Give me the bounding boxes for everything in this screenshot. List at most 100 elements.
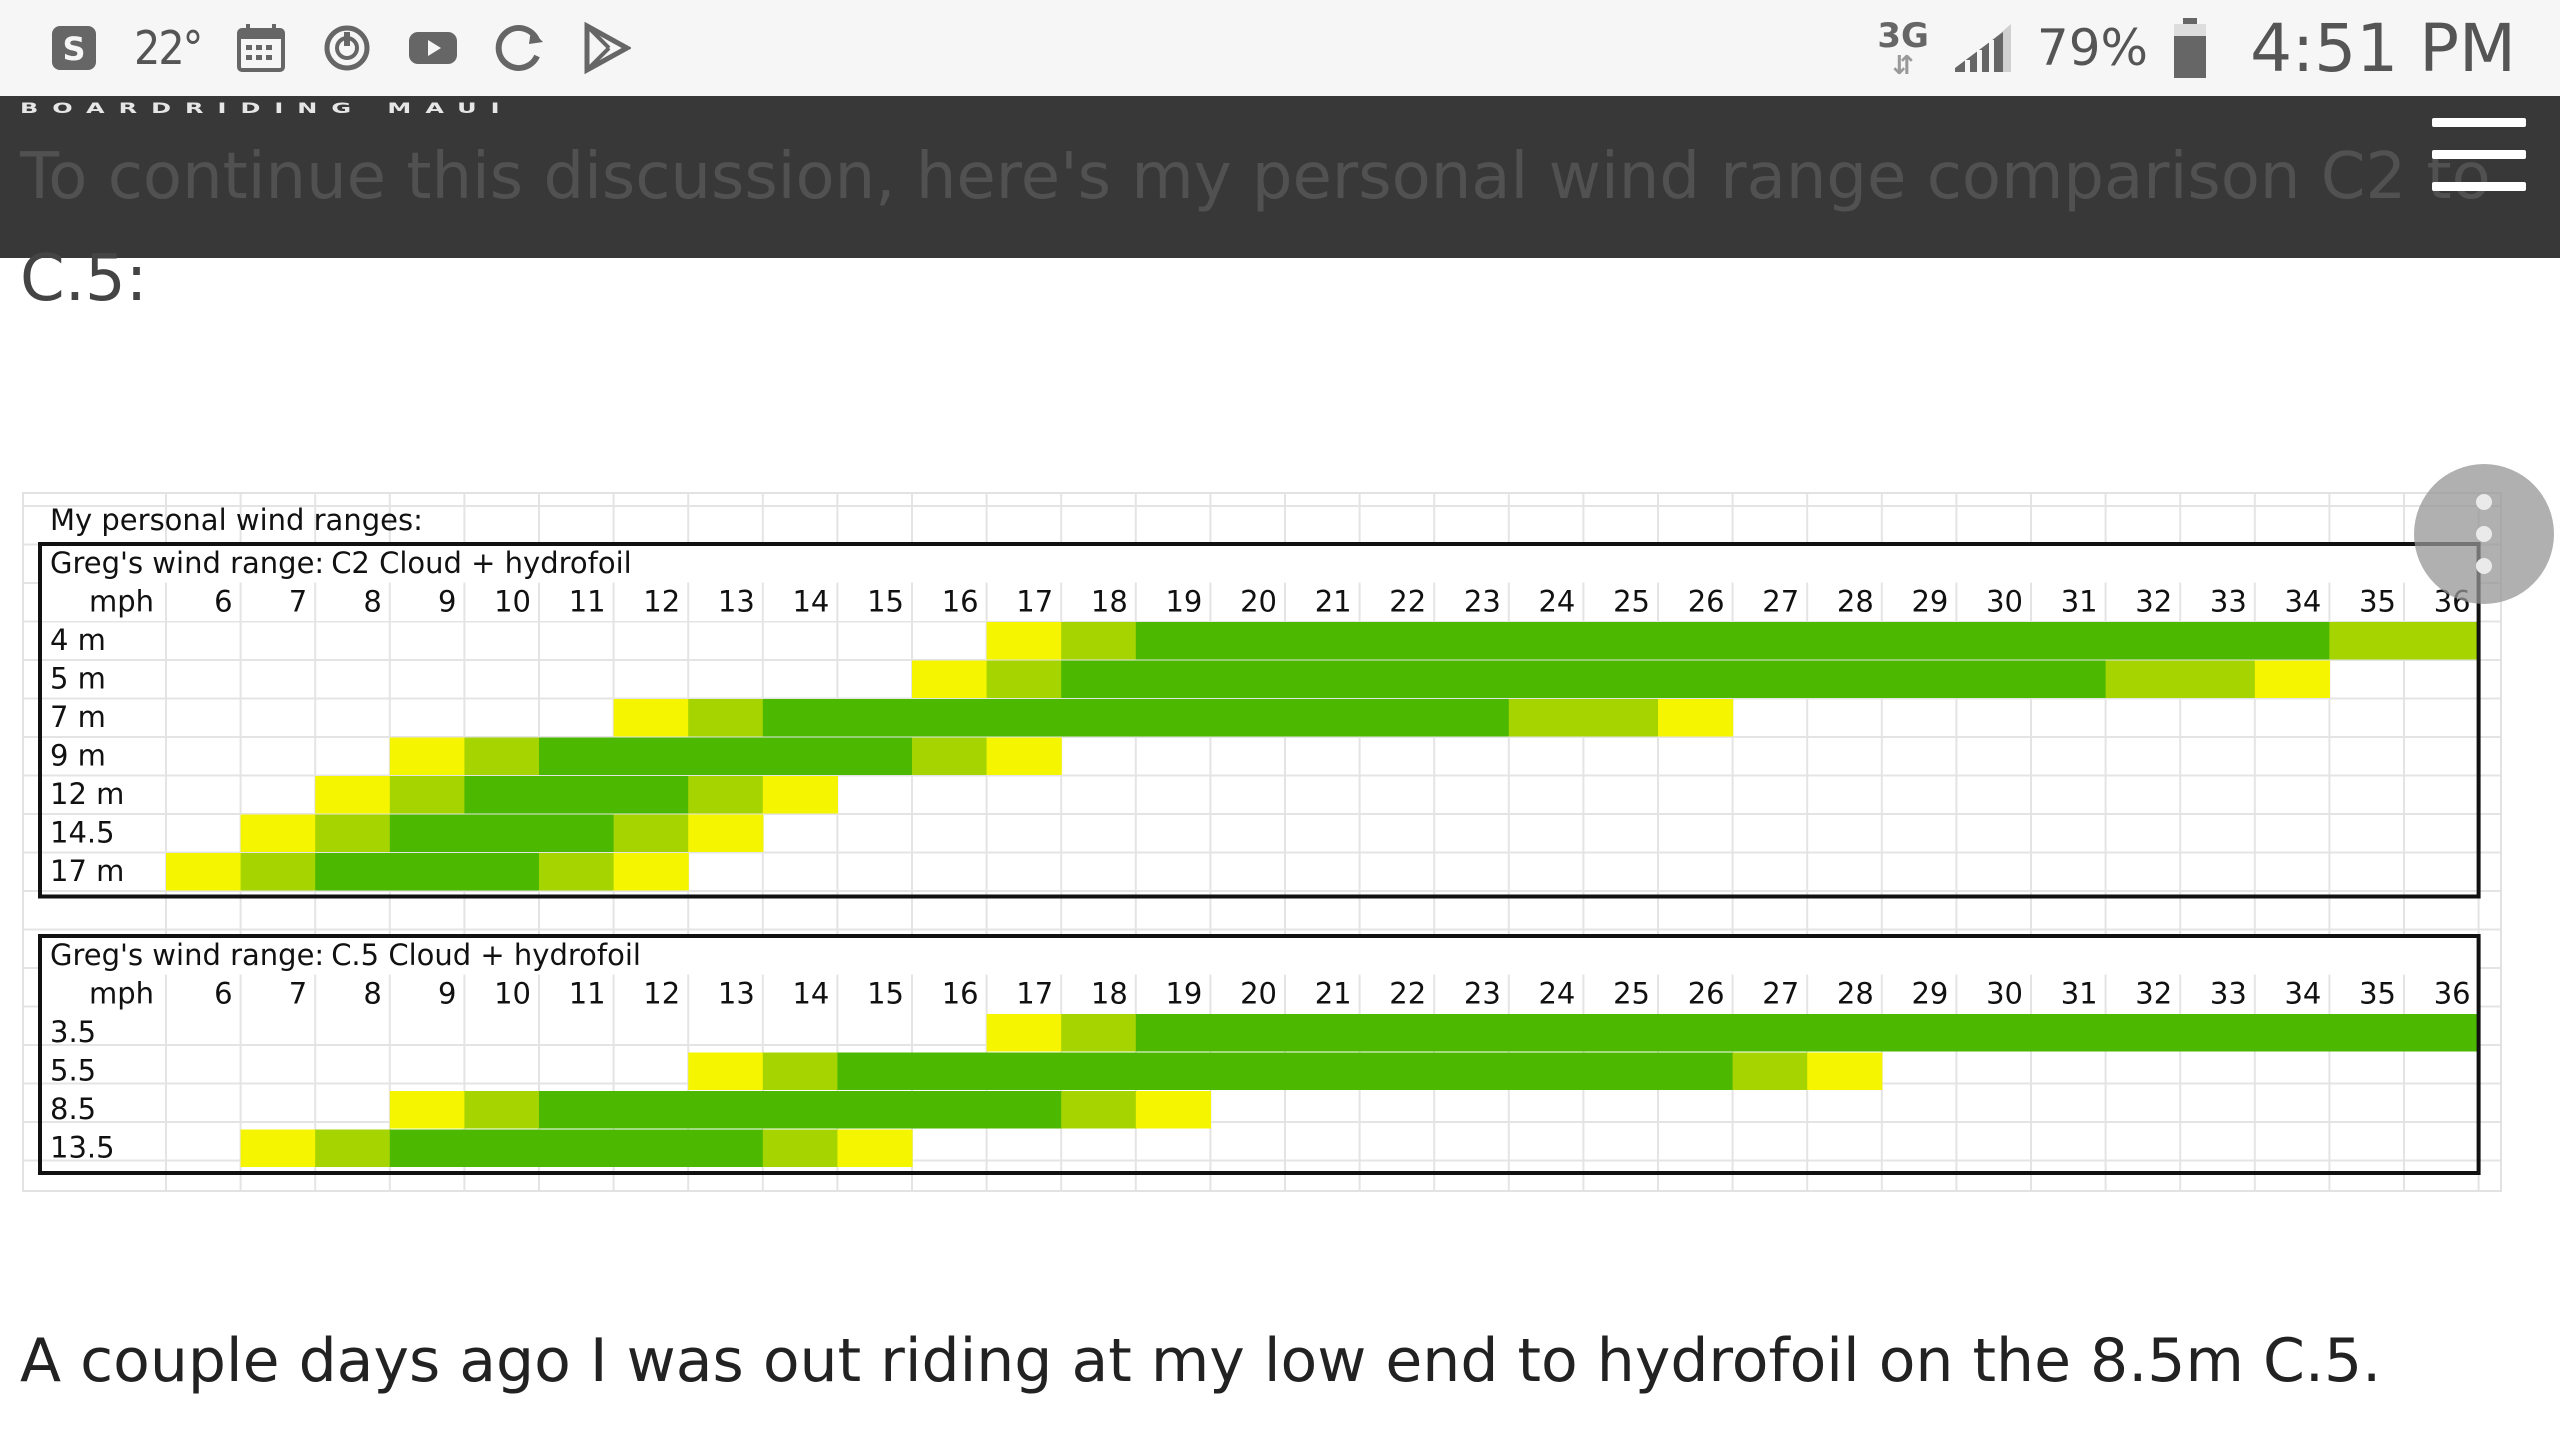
range-cell: [613, 776, 689, 814]
power-icon: [321, 22, 373, 74]
range-cell: [986, 1091, 1062, 1129]
mph-tick-label: 26: [1688, 977, 1725, 1011]
range-cell: [1732, 1014, 1808, 1052]
range-cell: [2254, 660, 2330, 698]
kite-size-label: 5 m: [50, 662, 106, 696]
mph-tick-label: 20: [1240, 585, 1277, 619]
table-header-bg: [40, 544, 2479, 621]
range-cell: [762, 1052, 838, 1090]
range-cell: [1583, 1014, 1659, 1052]
range-cell: [912, 1091, 988, 1129]
mph-tick-label: 32: [2135, 977, 2172, 1011]
mph-label: mph: [89, 977, 154, 1011]
range-cell: [1434, 1014, 1510, 1052]
mph-tick-label: 31: [2061, 977, 2098, 1011]
range-cell: [1583, 660, 1659, 698]
range-cell: [1061, 660, 1137, 698]
range-cell: [688, 699, 764, 737]
range-cell: [762, 737, 838, 775]
mph-tick-label: 20: [1240, 977, 1277, 1011]
range-cell: [762, 1129, 838, 1167]
range-cell: [688, 1129, 764, 1167]
mph-tick-label: 22: [1389, 977, 1426, 1011]
range-cell: [986, 737, 1062, 775]
table-range-label: Greg's wind range:: [50, 938, 324, 972]
range-cell: [1135, 1052, 1211, 1090]
mph-tick-label: 30: [1986, 585, 2023, 619]
chart-title: My personal wind ranges:: [50, 503, 423, 537]
range-cell: [1508, 660, 1584, 698]
range-cell: [539, 814, 615, 852]
range-cell: [464, 814, 540, 852]
image-options-button[interactable]: [2414, 464, 2554, 604]
mph-tick-label: 35: [2359, 977, 2396, 1011]
hamburger-menu-icon[interactable]: [2432, 114, 2526, 194]
mph-tick-label: 16: [942, 585, 979, 619]
range-cell: [1285, 699, 1361, 737]
range-cell: [912, 699, 988, 737]
range-cell: [1285, 660, 1361, 698]
range-cell: [1881, 660, 1957, 698]
range-cell: [1956, 1014, 2032, 1052]
range-cell: [762, 699, 838, 737]
range-cell: [912, 1052, 988, 1090]
range-cell: [762, 1091, 838, 1129]
mph-tick-label: 34: [2284, 977, 2321, 1011]
kite-size-label: 13.5: [50, 1131, 115, 1165]
range-cell: [837, 699, 913, 737]
range-cell: [986, 622, 1062, 660]
temperature-text: 22°: [134, 21, 203, 75]
range-cell: [986, 660, 1062, 698]
range-cell: [240, 814, 316, 852]
mph-tick-label: 31: [2061, 585, 2098, 619]
range-cell: [1732, 622, 1808, 660]
range-cell: [1359, 699, 1435, 737]
range-cell: [1135, 699, 1211, 737]
range-cell: [2254, 622, 2330, 660]
table-kite-name: C2 Cloud + hydrofoil: [331, 546, 632, 580]
range-cell: [1359, 1014, 1435, 1052]
mph-tick-label: 6: [214, 585, 232, 619]
range-cell: [1061, 1091, 1137, 1129]
range-cell: [2105, 622, 2181, 660]
mph-tick-label: 27: [1762, 585, 1799, 619]
mph-tick-label: 35: [2359, 585, 2396, 619]
range-cell: [539, 737, 615, 775]
brand-logo[interactable]: BOARDRIDING MAUI: [20, 100, 514, 117]
mph-tick-label: 18: [1091, 977, 1128, 1011]
mph-tick-label: 16: [942, 977, 979, 1011]
range-cell: [464, 776, 540, 814]
range-cell: [1807, 660, 1883, 698]
range-cell: [240, 1129, 316, 1167]
network-indicator: 3G ⇵: [1877, 18, 1929, 79]
range-cell: [688, 1052, 764, 1090]
system-status: 3G ⇵ 79% 4:51 PM: [1877, 0, 2516, 96]
range-cell: [2180, 660, 2256, 698]
mph-tick-label: 26: [1688, 585, 1725, 619]
mph-tick-label: 14: [792, 585, 829, 619]
range-cell: [688, 776, 764, 814]
mph-tick-label: 28: [1837, 977, 1874, 1011]
mph-tick-label: 9: [438, 585, 456, 619]
range-cell: [389, 1129, 465, 1167]
article-intro-line: To continue this discussion, here's my p…: [20, 140, 2491, 214]
mph-tick-label: 24: [1538, 977, 1575, 1011]
range-cell: [315, 853, 391, 891]
range-cell: [613, 1091, 689, 1129]
range-cell: [1285, 622, 1361, 660]
range-cell: [688, 814, 764, 852]
range-cell: [1658, 1014, 1734, 1052]
kite-size-label: 7 m: [50, 700, 106, 734]
range-cell: [240, 853, 316, 891]
mph-tick-label: 33: [2210, 585, 2247, 619]
range-cell: [1807, 1052, 1883, 1090]
range-cell: [464, 853, 540, 891]
range-cell: [539, 853, 615, 891]
range-cell: [1135, 622, 1211, 660]
range-cell: [1285, 1014, 1361, 1052]
range-cell: [1210, 622, 1286, 660]
range-cell: [1658, 1052, 1734, 1090]
battery-icon: [2170, 18, 2210, 78]
range-cell: [2031, 622, 2107, 660]
range-cell: [166, 853, 242, 891]
